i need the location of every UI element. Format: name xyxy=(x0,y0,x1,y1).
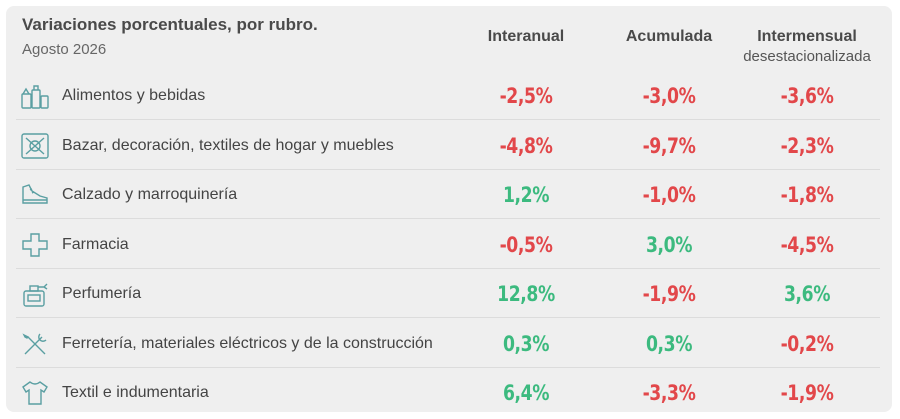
table-title: Variaciones porcentuales, por rubro. xyxy=(22,15,318,34)
pharmacy-cross-icon xyxy=(20,231,50,259)
value-acumulada: -1,9% xyxy=(642,282,696,306)
value-acumulada: -3,3% xyxy=(642,381,696,405)
column-header-acumulada: Acumulada xyxy=(625,28,713,45)
value-interanual: -2,5% xyxy=(499,84,553,108)
value-interanual: 0,3% xyxy=(502,331,550,356)
value-acumulada: 0,3% xyxy=(645,331,693,356)
table-row: Ferretería, materiales eléctricos y de l… xyxy=(16,320,880,368)
row-label: Textil e indumentaria xyxy=(62,384,209,401)
column-subheader-desestacionalizada: desestacionalizada xyxy=(743,48,871,65)
row-label: Farmacia xyxy=(62,235,129,253)
value-intermensual: -4,5% xyxy=(780,232,834,257)
value-intermensual: -3,6% xyxy=(780,84,834,108)
table-row: Farmacia -0,5% 3,0% -4,5% xyxy=(16,221,880,269)
value-intermensual: -0,2% xyxy=(780,331,834,356)
tools-icon xyxy=(20,330,50,358)
row-label: Calzado y marroquinería xyxy=(62,186,238,203)
table-row: Bazar, decoración, textiles de hogar y m… xyxy=(16,122,880,170)
row-divider xyxy=(16,366,880,368)
value-interanual: 12,8% xyxy=(497,282,555,306)
value-interanual: -0,5% xyxy=(499,232,553,257)
value-interanual: 6,4% xyxy=(502,381,550,405)
row-label: Perfumería xyxy=(62,285,142,302)
row-divider xyxy=(16,267,880,269)
row-divider xyxy=(16,218,880,219)
grocery-icon xyxy=(20,82,50,110)
value-interanual: -4,8% xyxy=(499,133,553,158)
household-icon xyxy=(20,132,50,160)
shoe-icon xyxy=(20,181,50,209)
value-intermensual: -1,8% xyxy=(780,183,834,207)
value-interanual: 1,2% xyxy=(502,183,550,207)
table-row: Calzado y marroquinería 1,2% -1,0% -1,8% xyxy=(16,171,880,219)
perfume-icon xyxy=(20,280,50,308)
row-divider xyxy=(16,119,880,120)
table-row: Textil e indumentaria 6,4% -3,3% -1,9% xyxy=(16,369,880,417)
shirt-icon xyxy=(20,379,50,407)
value-intermensual: -2,3% xyxy=(780,133,834,158)
table-row: Perfumería 12,8% -1,9% 3,6% xyxy=(16,270,880,318)
value-acumulada: 3,0% xyxy=(645,232,693,257)
value-acumulada: -1,0% xyxy=(642,183,696,207)
table-subtitle: Agosto 2026 xyxy=(22,41,107,58)
value-intermensual: 3,6% xyxy=(783,282,831,306)
value-intermensual: -1,9% xyxy=(780,381,834,405)
row-label: Alimentos y bebidas xyxy=(62,87,206,104)
value-acumulada: -3,0% xyxy=(642,84,696,108)
row-label: Ferretería, materiales eléctricos y de l… xyxy=(62,334,433,352)
column-header-intermensual: Intermensual xyxy=(757,28,857,45)
row-label: Bazar, decoración, textiles de hogar y m… xyxy=(62,136,394,154)
variations-card: Variaciones porcentuales, por rubro. Ago… xyxy=(6,6,892,412)
column-header-interanual: Interanual xyxy=(487,28,565,45)
table-row: Alimentos y bebidas -2,5% -3,0% -3,6% xyxy=(16,72,880,120)
row-divider xyxy=(16,317,880,318)
value-acumulada: -9,7% xyxy=(642,133,696,158)
row-divider xyxy=(16,168,880,170)
